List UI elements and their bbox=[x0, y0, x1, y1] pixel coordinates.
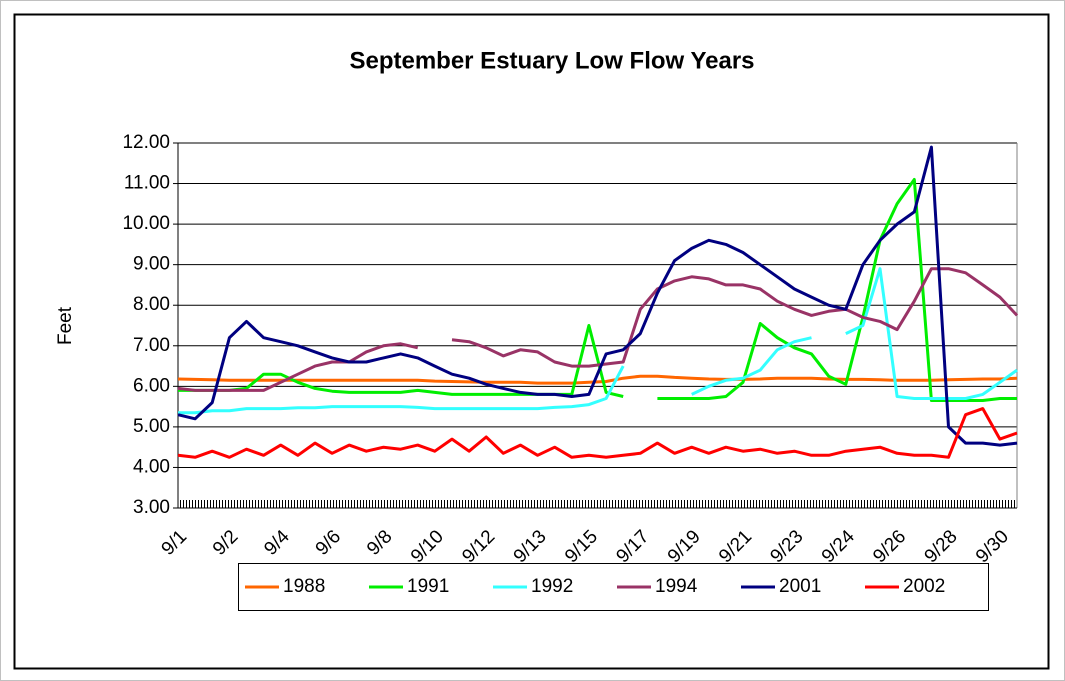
legend-label: 2001 bbox=[779, 576, 821, 597]
chart-frame bbox=[13, 13, 1050, 670]
legend-label: 1988 bbox=[283, 576, 325, 597]
series-line bbox=[177, 407, 1018, 459]
y-tick-label: 9.00 bbox=[133, 254, 170, 275]
series-line bbox=[177, 145, 1018, 447]
legend-label: 1992 bbox=[531, 576, 573, 597]
y-axis-label: Feet bbox=[55, 306, 76, 345]
y-tick-label: 12.00 bbox=[122, 132, 170, 153]
y-tick-label: 6.00 bbox=[133, 375, 170, 396]
legend-box bbox=[238, 563, 989, 611]
legend-label: 1991 bbox=[407, 576, 449, 597]
y-tick-label: 11.00 bbox=[124, 173, 170, 194]
y-tick-label: 3.00 bbox=[133, 497, 170, 518]
legend-label: 2002 bbox=[903, 576, 945, 597]
y-tick-label: 5.00 bbox=[133, 416, 170, 437]
series-line bbox=[177, 267, 1019, 392]
legend-label: 1994 bbox=[655, 576, 698, 597]
y-tick-label: 7.00 bbox=[133, 335, 170, 356]
chart-title: September Estuary Low Flow Years bbox=[349, 47, 754, 74]
y-tick-label: 10.00 bbox=[122, 213, 170, 234]
y-tick-label: 4.00 bbox=[133, 456, 170, 477]
x-axis-minor-ticks bbox=[178, 500, 1017, 508]
y-tick-label: 8.00 bbox=[133, 294, 170, 315]
series-line bbox=[177, 374, 1018, 385]
series-line bbox=[178, 267, 1018, 415]
